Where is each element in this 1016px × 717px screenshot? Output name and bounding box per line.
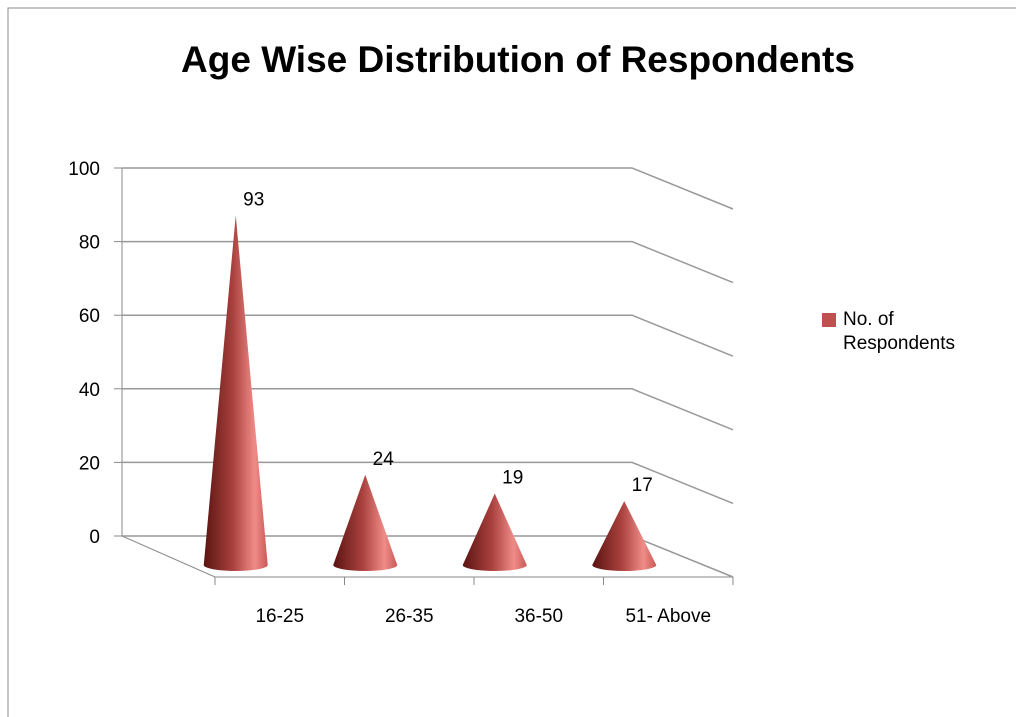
x-tick-label: 16-25 — [255, 606, 304, 627]
chart-border — [7, 7, 1016, 717]
legend-swatch — [822, 313, 836, 327]
grid-line — [122, 240, 734, 284]
grid-line — [122, 314, 734, 357]
grid-line — [122, 167, 734, 210]
cone-part — [592, 501, 657, 571]
cone-part — [333, 474, 398, 571]
cone — [462, 493, 527, 571]
data-label: 19 — [502, 468, 523, 489]
y-tick-label: 80 — [79, 233, 100, 254]
grid-line — [122, 388, 734, 431]
x-tick-label: 26-35 — [385, 606, 434, 627]
y-tick-label: 0 — [89, 527, 100, 548]
cone — [333, 474, 398, 571]
y-tick-label: 60 — [79, 306, 100, 327]
legend-label: No. of Respondents — [843, 309, 955, 354]
y-tick-label: 100 — [68, 159, 100, 180]
cone — [203, 215, 268, 571]
cone — [592, 501, 657, 571]
cone-part — [462, 493, 527, 571]
x-tick-label: 36-50 — [514, 606, 563, 627]
data-label: 24 — [373, 449, 395, 470]
cone-part — [203, 215, 268, 571]
data-label: 93 — [243, 189, 264, 210]
data-label: 17 — [632, 475, 653, 496]
chart-title: Age Wise Distribution of Respondents — [181, 39, 855, 80]
x-tick-label: 51- Above — [625, 606, 711, 627]
y-tick-label: 40 — [79, 380, 100, 401]
y-tick-label: 20 — [79, 453, 100, 474]
grid-line — [122, 461, 734, 505]
